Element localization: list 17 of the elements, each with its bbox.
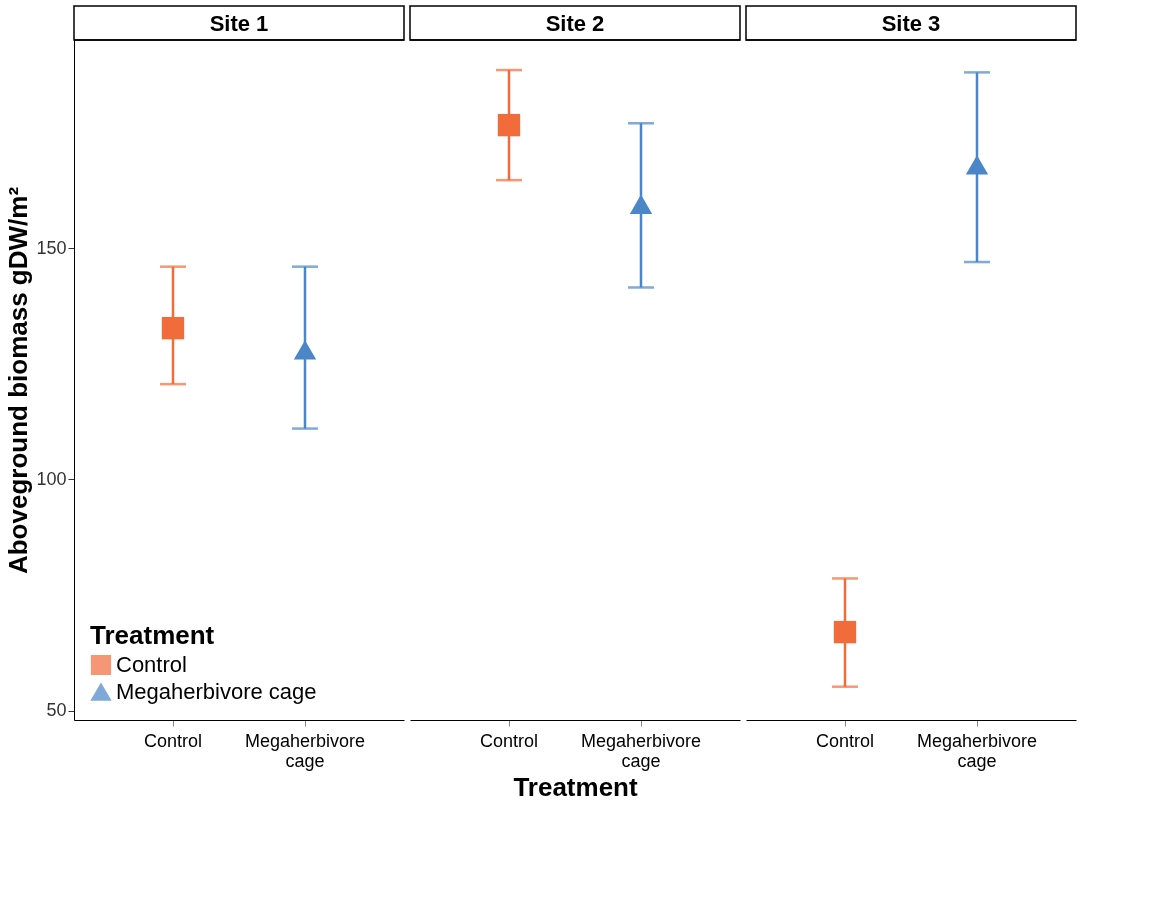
x-tick-label: Control <box>479 730 539 751</box>
x-tick-label: Megaherbivore cage <box>580 730 702 771</box>
chart-title: Site 2 <box>545 11 605 36</box>
legend-label: Control <box>116 652 187 677</box>
x-axis-title: Treatment <box>513 771 638 802</box>
x-tick-label: Megaherbivore cage <box>244 730 366 771</box>
y-tick-label: 100 <box>36 468 67 489</box>
y-axis-title: Aboveground biomass gDW/m² <box>3 186 34 575</box>
legend-label: Megaherbivore cage <box>116 679 317 704</box>
x-tick-label: Control <box>143 730 203 751</box>
x-tick-label: Control <box>815 730 875 751</box>
x-tick-label: Megaherbivore cage <box>916 730 1038 771</box>
y-tick-label: 50 <box>46 700 67 721</box>
y-tick-label: 150 <box>36 237 67 258</box>
chart-title: Site 3 <box>881 11 941 36</box>
chart-title: Site 1 <box>209 11 269 36</box>
legend-title: Treatment <box>90 620 215 650</box>
